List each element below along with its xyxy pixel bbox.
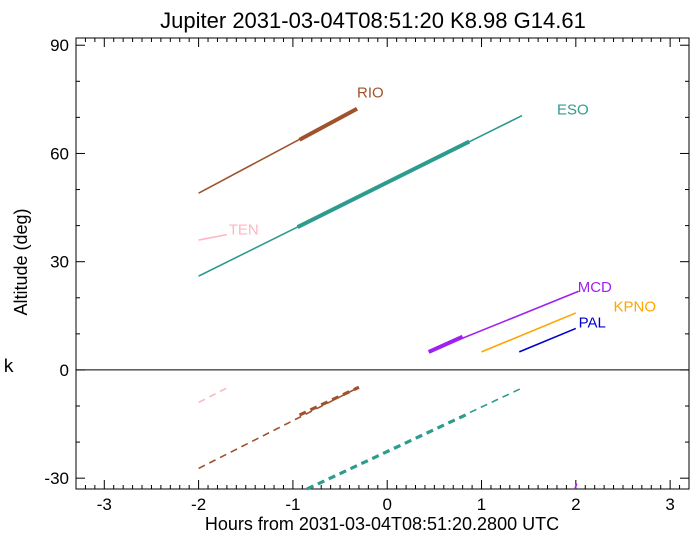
y-tick-label: 90 bbox=[50, 36, 69, 55]
tick-labels: -3 -2 -1 0 1 2 3 -30 0 30 60 90 bbox=[44, 36, 674, 514]
side-label: k bbox=[3, 356, 14, 377]
series-mcd-line-thick bbox=[427, 334, 464, 354]
series-eso-line-below bbox=[306, 387, 523, 490]
chart-title: Jupiter 2031-03-04T08:51:20 K8.98 G14.61 bbox=[160, 8, 586, 33]
series-rio-line-below bbox=[198, 386, 360, 470]
series-mcd-line-below bbox=[574, 483, 578, 490]
series-rio-line-thick bbox=[298, 106, 358, 142]
x-axis-label: Hours from 2031-03-04T08:51:20.2800 UTC bbox=[205, 514, 559, 534]
series-eso-label: ESO bbox=[557, 101, 589, 118]
series-mcd-label: MCD bbox=[578, 279, 612, 296]
x-tick-label: -3 bbox=[97, 495, 112, 514]
series-pal-line bbox=[518, 327, 577, 353]
x-tick-label: 0 bbox=[382, 495, 391, 514]
x-tick-label: 2 bbox=[571, 495, 580, 514]
x-tick-label: -1 bbox=[285, 495, 300, 514]
plot-frame bbox=[75, 37, 690, 490]
series-eso-line-below-thick bbox=[306, 411, 470, 491]
x-tick-label: 1 bbox=[477, 495, 486, 514]
series-eso-line-thick bbox=[296, 139, 471, 229]
y-tick-label: 60 bbox=[50, 144, 69, 163]
series-ten-label: TEN bbox=[229, 221, 259, 238]
series-kpno-line bbox=[481, 312, 577, 353]
series-pal-label: PAL bbox=[579, 314, 606, 331]
series-kpno-label: KPNO bbox=[614, 298, 657, 315]
series-rio-label: RIO bbox=[357, 85, 384, 102]
series-ten-line-below bbox=[198, 387, 228, 404]
y-tick-label: 30 bbox=[50, 253, 69, 272]
x-tick-label: 3 bbox=[665, 495, 674, 514]
series-rio-line-below-thick bbox=[298, 385, 360, 417]
x-tick-label: -2 bbox=[191, 495, 206, 514]
axis-ticks bbox=[75, 38, 690, 489]
y-tick-label: -30 bbox=[44, 469, 69, 488]
y-axis-label: Altitude (deg) bbox=[11, 208, 31, 315]
y-tick-label: 0 bbox=[60, 361, 69, 380]
series-ten-line bbox=[198, 233, 228, 241]
